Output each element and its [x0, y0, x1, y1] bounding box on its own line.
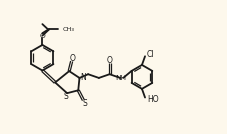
Text: O: O: [39, 33, 45, 39]
Text: CH₃: CH₃: [63, 27, 75, 32]
Text: N: N: [80, 73, 86, 82]
Text: HO: HO: [148, 96, 159, 105]
Text: Cl: Cl: [147, 50, 155, 59]
Text: O: O: [107, 56, 113, 65]
Text: S: S: [64, 92, 69, 101]
Text: O: O: [70, 54, 76, 63]
Text: NH: NH: [115, 75, 126, 81]
Text: S: S: [82, 99, 87, 108]
